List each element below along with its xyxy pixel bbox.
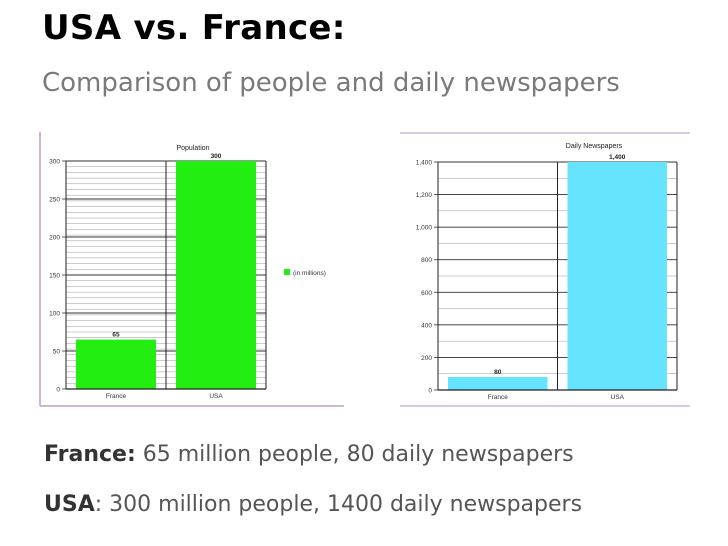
population-bar-france: [76, 339, 156, 389]
newspapers-tick-label: 1,400: [416, 160, 433, 167]
population-legend-swatch: [284, 269, 290, 275]
population-chart-svg: Population 0 50 100 150 200 250 300 65 France 300 U…: [38, 130, 348, 410]
population-data-label-usa: 300: [211, 153, 222, 160]
newspapers-bar-usa: [567, 162, 667, 390]
newspapers-chart-svg: Daily Newspapers 0 200 400 600 800 1,000 1,200 1…: [398, 132, 692, 408]
population-data-label-france: 65: [112, 332, 120, 339]
newspapers-chart: Daily Newspapers 0 200 400 600 800 1,000 1,200 1…: [398, 132, 692, 408]
france-summary-text: 65 million people, 80 daily newspapers: [135, 442, 574, 467]
population-tick-label: 300: [49, 159, 60, 166]
newspapers-tick-label: 800: [421, 257, 432, 264]
population-tick-label: 150: [49, 273, 60, 280]
newspapers-title: Daily Newspapers: [566, 143, 623, 150]
newspapers-tick-label: 1,200: [416, 192, 433, 199]
newspapers-tick-label: 400: [421, 322, 432, 329]
population-title: Population: [176, 145, 209, 152]
population-tick-label: 100: [49, 311, 60, 318]
newspapers-tick-label: 0: [428, 388, 432, 395]
usa-summary-label: USA: [44, 492, 95, 517]
newspapers-tick-label: 1,000: [416, 225, 433, 232]
newspapers-tick-label: 600: [421, 290, 432, 297]
slide-title: USA vs. France:: [42, 8, 346, 48]
population-chart: Population 0 50 100 150 200 250 300 65 France 300 U…: [38, 130, 348, 410]
population-tick-label: 0: [56, 387, 60, 394]
usa-summary: USA: 300 million people, 1400 daily news…: [44, 492, 582, 517]
usa-summary-text: : 300 million people, 1400 daily newspap…: [94, 492, 583, 517]
france-summary: France: 65 million people, 80 daily news…: [44, 442, 574, 467]
france-summary-label: France:: [44, 442, 136, 467]
newspapers-data-label-usa: 1,400: [609, 154, 626, 161]
population-category-label-france: France: [106, 393, 127, 400]
newspapers-category-label-usa: USA: [611, 394, 625, 401]
newspapers-category-label-france: France: [488, 394, 509, 401]
newspapers-data-label-france: 80: [494, 369, 502, 376]
population-bar-usa: [176, 161, 256, 389]
newspapers-tick-label: 200: [421, 355, 432, 362]
population-legend-label: (in millions): [293, 270, 326, 277]
population-tick-label: 200: [49, 235, 60, 242]
newspapers-bar-france: [448, 376, 548, 390]
population-tick-label: 250: [49, 197, 60, 204]
population-tick-label: 50: [53, 349, 61, 356]
population-category-label-usa: USA: [209, 393, 223, 400]
slide-subtitle: Comparison of people and daily newspaper…: [42, 68, 620, 98]
